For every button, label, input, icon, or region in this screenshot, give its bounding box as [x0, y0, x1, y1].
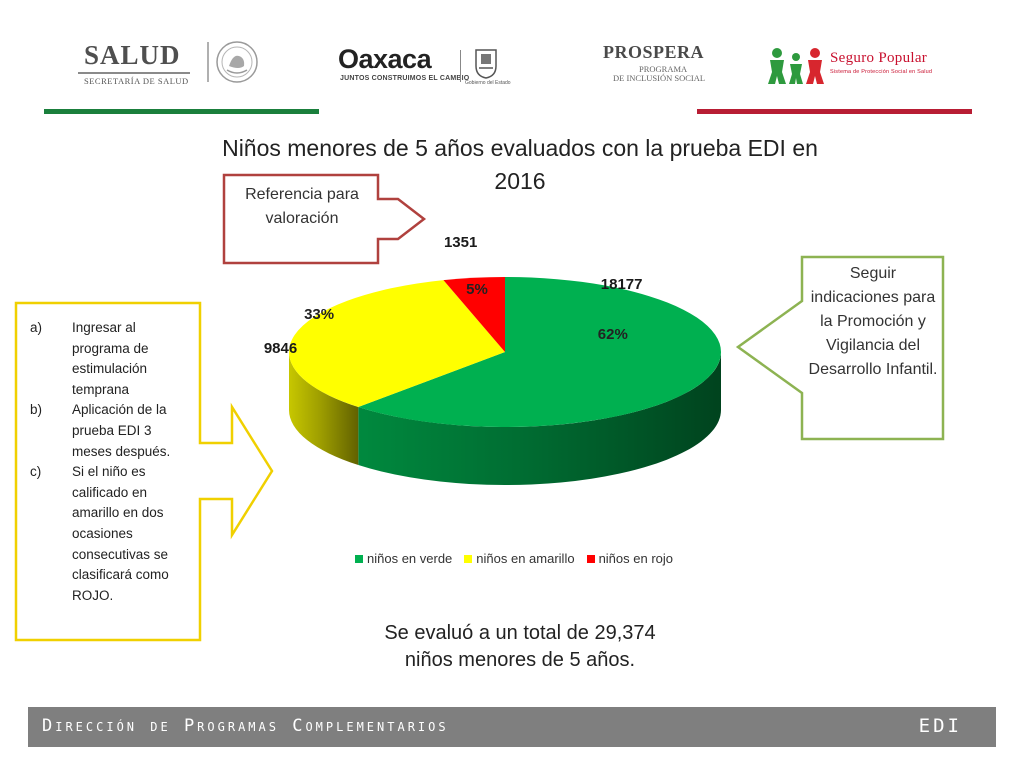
chart-legend: niños en verde niños en amarillo niños e…: [355, 551, 673, 566]
header-red-rule: [697, 109, 972, 114]
data-label-count-rojo: 1351: [443, 234, 478, 252]
reference-callout-text: Referencia para valoración: [245, 186, 359, 227]
pie-chart: 1351 5% 33% 9846 18177 62%: [264, 234, 730, 540]
pie-chart-svg: [288, 277, 721, 485]
oaxaca-logo-divider: [460, 50, 461, 82]
left-callout-text: Aplicación de la prueba EDI 3 meses desp…: [72, 402, 171, 459]
left-callout-item: b) Aplicación de la prueba EDI 3 meses d…: [30, 400, 194, 462]
legend-swatch-verde: [355, 554, 363, 563]
left-callout-text: Si el niño es calificado en amarillo en …: [72, 464, 169, 603]
oaxaca-seal-caption: Gobierno del Estado: [465, 80, 511, 86]
prospera-logo-line2: DE INCLUSIÓN SOCIAL: [613, 73, 706, 83]
right-callout-text: Seguir indicaciones para la Promoción y …: [808, 265, 938, 378]
summary-text: Se evaluó a un total de 29,374 niños men…: [384, 622, 656, 671]
prospera-logo-name: PROSPERA: [603, 42, 705, 62]
salud-logo-rule: [78, 72, 190, 74]
left-callout-marker: b): [30, 402, 43, 418]
prospera-logo-line1: PROGRAMA: [639, 64, 688, 74]
reference-callout-arrow: [222, 173, 427, 265]
footer-bar: Dirección de Programas Complementarios E…: [28, 707, 996, 747]
left-callout-text: Ingresar al programa de estimulación tem…: [72, 320, 149, 397]
slide-title: Niños menores de 5 años evaluados con la…: [222, 135, 818, 194]
legend-swatch-rojo: [586, 554, 595, 563]
seguro-popular-subtitle: Sistema de Protección Social en Salud: [830, 69, 933, 75]
legend-item-rojo: niños en rojo: [586, 551, 674, 566]
legend-label-amarillo: niños en amarillo: [476, 551, 575, 566]
data-label-percent-verde: 62%: [597, 325, 628, 343]
salud-logo: SALUD SECRETARÍA DE SALUD: [70, 38, 260, 88]
left-callout-marker: a): [30, 320, 43, 335]
data-label-count-amarillo: 9846: [263, 339, 298, 357]
prospera-logo: PROSPERA PROGRAMA DE INCLUSIÓN SOCIAL: [603, 42, 713, 88]
data-label-percent-rojo: 5%: [466, 280, 488, 298]
pie-slice-amarillo: [288, 280, 505, 408]
oaxaca-logo-name: Oaxaca: [338, 44, 432, 74]
pie-slice-rojo: [443, 277, 505, 352]
left-callout-marker: c): [30, 464, 42, 480]
oaxaca-seal-icon: [475, 49, 497, 79]
data-label-percent-amarillo: 33%: [304, 306, 335, 324]
oaxaca-logo-slogan: JUNTOS CONSTRUIMOS EL CAMBIO: [340, 75, 470, 82]
pie-side-verde: [358, 352, 721, 485]
seguro-popular-logo: Seguro Popular Sistema de Protección Soc…: [768, 46, 958, 86]
family-icon: [768, 48, 824, 84]
salud-logo-name: SALUD: [84, 40, 181, 70]
seguro-popular-name: Seguro Popular: [830, 50, 928, 66]
legend-item-verde: niños en verde: [355, 551, 452, 566]
legend-label-verde: niños en verde: [367, 551, 453, 566]
footer-department: Dirección de Programas Complementarios: [42, 716, 449, 736]
pie-side-amarillo: [289, 352, 359, 466]
left-callout-list: a) Ingresar al programa de estimulación …: [30, 318, 194, 606]
left-callout-arrow: [14, 301, 274, 642]
pie-slice-verde: [358, 277, 721, 427]
left-callout-item: c) Si el niño es calificado en amarillo …: [30, 462, 194, 606]
data-label-count-verde: 18177: [600, 276, 643, 294]
header-green-rule: [44, 109, 319, 114]
national-seal-icon: [216, 41, 258, 83]
right-callout-arrow: [735, 255, 945, 441]
legend-item-amarillo: niños en amarillo: [464, 551, 575, 566]
legend-label-rojo: niños en rojo: [598, 551, 674, 566]
salud-logo-divider: [207, 42, 209, 82]
footer-tag: EDI: [918, 715, 962, 737]
oaxaca-logo: Oaxaca JUNTOS CONSTRUIMOS EL CAMBIO Gobi…: [338, 44, 513, 90]
salud-logo-subtitle: SECRETARÍA DE SALUD: [84, 76, 189, 86]
legend-swatch-amarillo: [464, 554, 473, 563]
left-callout-item: a) Ingresar al programa de estimulación …: [30, 318, 194, 400]
